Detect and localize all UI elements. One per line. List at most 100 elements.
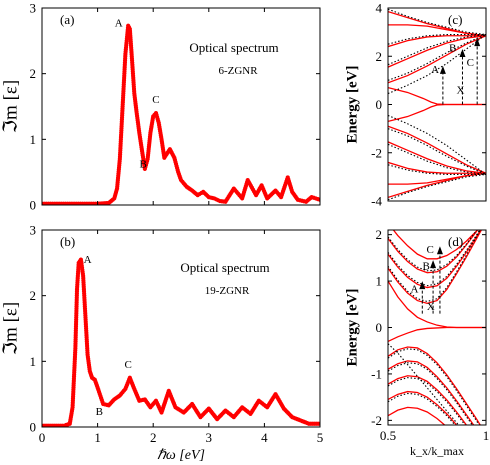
band-solid-3 <box>388 230 483 305</box>
transition-arrow <box>430 260 437 269</box>
band-solid-4 <box>388 35 486 84</box>
y-tick-label: 0 <box>30 198 37 213</box>
spectrum-point <box>317 197 320 202</box>
x-tick-label: 4 <box>261 430 268 445</box>
annotation-label: B <box>423 260 430 272</box>
annotation-label: C <box>426 244 433 256</box>
annotation-label: A <box>84 254 92 266</box>
band-dotted-18 <box>388 392 456 425</box>
band-solid-1 <box>388 230 479 274</box>
chart-title: Optical spectrum <box>180 260 269 275</box>
y-tick-label: 4 <box>376 1 383 16</box>
plot-area-a <box>42 23 320 205</box>
panel-c: -4 -2 0 2 4 Energy [eV] (c) ABC X <box>344 1 487 209</box>
annotation-label: X <box>457 85 465 97</box>
band-dotted-17 <box>388 114 486 175</box>
spectrum-point <box>317 421 320 426</box>
band-dotted-14 <box>388 343 460 425</box>
x-tick-label: 1 <box>483 428 490 443</box>
transition-arrow <box>439 65 446 74</box>
axes-frame-b <box>41 229 321 428</box>
annotation-label: A <box>431 64 439 76</box>
band-solid-9 <box>388 390 458 425</box>
band-solid-9 <box>388 161 486 174</box>
band-solid-6 <box>388 103 486 123</box>
band-solid-5 <box>388 326 486 343</box>
y-tick-label: 2 <box>30 66 37 81</box>
panel-a: 0 1 2 3 ℑm [ε] (a) Optical spectrum 6-ZGNR A B C <box>0 1 321 213</box>
y-tick-label: 2 <box>376 49 383 64</box>
x-tick-label: 3 <box>206 430 213 445</box>
band-solid-8 <box>388 375 468 425</box>
chart-title: Optical spectrum <box>189 40 278 55</box>
plot-area-d <box>388 230 486 425</box>
band-dotted-12 <box>388 8 486 36</box>
band-solid-5 <box>388 86 486 106</box>
band-solid-2 <box>388 35 486 48</box>
band-dotted-21 <box>388 173 486 201</box>
x-tick-label: 1 <box>94 430 101 445</box>
band-solid-2 <box>388 230 482 289</box>
y-tick-label: 1 <box>376 274 383 289</box>
band-dotted-16 <box>388 362 473 425</box>
x-axis-label: k_x/k_max <box>410 444 464 458</box>
panel-label: (c) <box>448 12 462 27</box>
band-solid-7 <box>388 360 475 425</box>
x-axis-label: ℏω [eV] <box>157 448 205 463</box>
transition-arrow <box>436 246 443 255</box>
annotation-label: C <box>125 359 132 371</box>
y-tick-label: 0 <box>30 420 37 435</box>
band-dotted-16 <box>388 34 486 95</box>
chart-subtitle: 6-ZGNR <box>218 65 258 77</box>
y-tick-label: 3 <box>30 1 37 16</box>
y-axis-label: ℑm [ε] <box>0 302 21 355</box>
plot-area-c <box>388 8 486 201</box>
band-dotted-20 <box>388 164 486 176</box>
plot-area-b <box>42 257 320 427</box>
band-solid-8 <box>388 141 486 174</box>
band-dotted-11 <box>388 230 478 272</box>
band-solid-7 <box>388 125 486 174</box>
annotation-label: B <box>449 42 456 54</box>
x-tick-label: 2 <box>150 430 157 445</box>
band-solid-10 <box>388 406 446 425</box>
y-axis-label: ℑm [ε] <box>0 80 21 133</box>
y-tick-label: -2 <box>371 413 382 428</box>
annotation-label: X <box>427 301 435 313</box>
y-tick-label: -4 <box>371 194 382 209</box>
y-tick-label: 1 <box>30 354 37 369</box>
panel-label: (a) <box>60 12 74 27</box>
annotation-label: A <box>115 17 123 29</box>
band-dotted-12 <box>388 230 481 287</box>
y-axis-label: Energy [eV] <box>344 66 360 144</box>
annotation-label: C <box>467 57 474 69</box>
x-tick-label: 5 <box>317 430 324 445</box>
band-dotted-14 <box>388 33 486 66</box>
y-tick-label: 2 <box>30 288 37 303</box>
panel-d: 0.5 1 -2 -1 0 1 2 Energy [eV] k_x/k_max (d) ABC X <box>344 227 490 458</box>
annotation-label: C <box>152 94 159 106</box>
annotation-label: B <box>96 406 103 418</box>
y-tick-label: 2 <box>376 227 383 242</box>
y-axis-label: Energy [eV] <box>344 289 360 367</box>
panel-label: (d) <box>448 234 463 249</box>
annotation-label: B <box>140 159 147 171</box>
band-dotted-13 <box>388 33 486 45</box>
annotation-label: A <box>410 284 418 296</box>
y-tick-label: 0 <box>376 97 383 112</box>
band-dotted-18 <box>388 128 486 175</box>
y-tick-label: 3 <box>30 223 37 238</box>
band-solid-1 <box>388 24 486 37</box>
band-solid-3 <box>388 35 486 68</box>
band-dotted-19 <box>388 143 486 176</box>
band-dotted-17 <box>388 377 466 425</box>
y-tick-label: -1 <box>371 366 382 381</box>
y-tick-label: 1 <box>30 132 37 147</box>
band-dotted-13 <box>388 230 481 303</box>
x-tick-label: 0 <box>39 430 46 445</box>
band-dotted-15 <box>388 348 480 425</box>
transition-arrow <box>459 49 466 58</box>
y-tick-label: -2 <box>371 145 382 160</box>
axes-frame-a <box>41 7 321 206</box>
